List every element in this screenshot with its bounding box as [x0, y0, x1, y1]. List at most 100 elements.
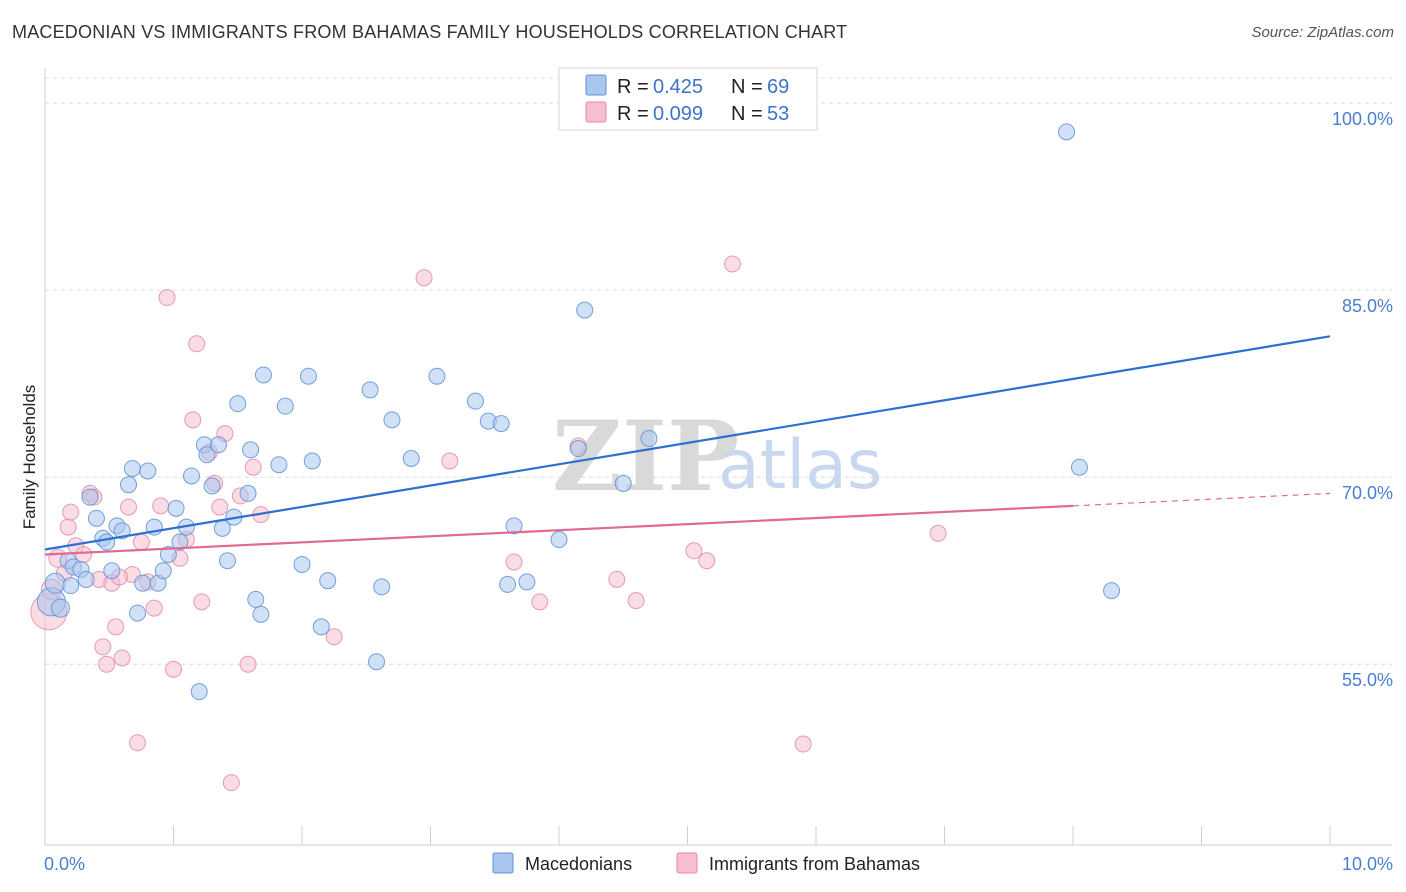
stats-legend: R = 0.425 N = 69 R = 0.099 N = 53 — [558, 67, 818, 131]
macedonians-point — [428, 367, 446, 385]
macedonians-point — [293, 555, 311, 573]
bahamas-point — [441, 452, 459, 470]
bahamas-point — [98, 655, 116, 673]
bahamas-point — [794, 735, 812, 753]
series-legend: Macedonians Immigrants from Bahamas — [492, 852, 920, 874]
bahamas-point — [165, 660, 182, 678]
bahamas-point — [120, 498, 138, 516]
y-axis-label: Family Households — [20, 385, 39, 530]
macedonians-point — [229, 395, 247, 413]
watermark: ZIP atlas — [552, 400, 882, 513]
macedonians-point — [167, 499, 185, 517]
bahamas-point — [62, 503, 80, 521]
macedonians-point — [505, 517, 523, 535]
trend-layer — [44, 335, 1331, 556]
macedonians-point — [203, 477, 221, 495]
bahamas-point — [244, 458, 262, 476]
bahamas-trend-line — [44, 504, 1074, 556]
bottom-legend-label-macedonians: Macedonians — [525, 854, 632, 874]
macedonians-point — [576, 301, 594, 319]
legend-n-value-2: 53 — [767, 103, 789, 125]
macedonians-point — [640, 430, 658, 448]
macedonians-point — [247, 590, 265, 608]
legend-r-label-1: R = — [617, 76, 649, 98]
macedonians-point — [569, 440, 587, 458]
bahamas-point — [723, 255, 741, 273]
macedonians-point — [270, 456, 288, 474]
macedonians-point — [44, 572, 66, 594]
bottom-legend-swatch-macedonians — [492, 852, 514, 874]
macedonians-point — [1103, 582, 1121, 600]
macedonians-point — [499, 575, 517, 593]
chart-title: MACEDONIAN VS IMMIGRANTS FROM BAHAMAS FA… — [12, 22, 848, 42]
macedonians-point — [77, 570, 95, 588]
macedonians-point — [1058, 123, 1076, 141]
watermark-atlas: atlas — [718, 426, 882, 505]
macedonians-point — [303, 452, 321, 470]
macedonians-point — [209, 436, 227, 454]
legend-r-value-1: 0.425 — [653, 76, 703, 98]
macedonians-point — [190, 683, 208, 701]
macedonians-point — [129, 604, 147, 622]
macedonians-point — [198, 446, 216, 464]
legend-n-label-2: N = — [731, 103, 763, 125]
macedonians-point — [254, 366, 272, 384]
macedonians-point — [550, 531, 568, 549]
bahamas-point — [239, 655, 257, 673]
macedonians-point — [242, 441, 260, 459]
macedonians-point — [134, 574, 152, 592]
bahamas-point — [113, 649, 131, 667]
points-layer — [30, 123, 1121, 792]
bahamas-point — [129, 734, 147, 752]
macedonians-point — [113, 522, 131, 540]
bahamas-point — [929, 524, 947, 542]
macedonians-point — [103, 562, 121, 580]
macedonians-point — [50, 598, 70, 618]
bahamas-point — [184, 411, 202, 429]
x-tick-label: 10.0% — [1342, 854, 1393, 874]
y-tick-label: 100.0% — [1332, 109, 1393, 129]
macedonians-point — [402, 450, 420, 467]
macedonians-point — [239, 484, 257, 502]
macedonians-point — [120, 476, 138, 494]
macedonians-point — [154, 562, 172, 580]
macedonians-point — [383, 411, 401, 429]
bahamas-point — [152, 497, 170, 515]
legend-swatch-bahamas — [585, 101, 607, 123]
macedonians-point — [182, 467, 200, 485]
bahamas-point — [325, 628, 343, 646]
legend-r-label-2: R = — [617, 103, 649, 125]
bahamas-trend-extension — [1072, 492, 1331, 507]
bahamas-point — [211, 498, 229, 516]
source-credit: Source: ZipAtlas.com — [1251, 24, 1394, 41]
macedonians-point — [276, 397, 294, 415]
bahamas-point — [415, 269, 433, 287]
macedonians-point — [123, 459, 141, 477]
watermark-zip: ZIP — [552, 400, 739, 513]
legend-swatch-macedonians — [585, 74, 607, 96]
macedonians-point — [518, 573, 536, 591]
bahamas-point — [94, 638, 112, 656]
bottom-legend-label-bahamas: Immigrants from Bahamas — [709, 854, 920, 874]
bottom-legend-swatch-bahamas — [676, 852, 698, 874]
macedonians-point — [361, 381, 379, 399]
macedonians-point — [62, 577, 80, 595]
macedonians-point — [319, 572, 337, 590]
axes-layer: 55.0% 70.0% 85.0% 100.0% 0.0% 10.0% — [44, 68, 1393, 874]
bahamas-point — [193, 593, 211, 611]
macedonians-point — [466, 392, 484, 410]
grid-layer — [45, 77, 1392, 665]
bahamas-point — [531, 593, 549, 611]
bahamas-point — [132, 533, 150, 551]
y-tick-label: 55.0% — [1342, 670, 1393, 690]
legend-r-value-2: 0.099 — [653, 103, 703, 125]
y-tick-label: 70.0% — [1342, 483, 1393, 503]
macedonians-trend-line — [44, 335, 1331, 551]
bahamas-point — [627, 592, 645, 610]
bahamas-point — [107, 618, 125, 636]
macedonians-point — [139, 462, 157, 480]
macedonians-point — [218, 552, 236, 570]
macedonians-point — [492, 415, 510, 433]
macedonians-point — [312, 618, 330, 636]
